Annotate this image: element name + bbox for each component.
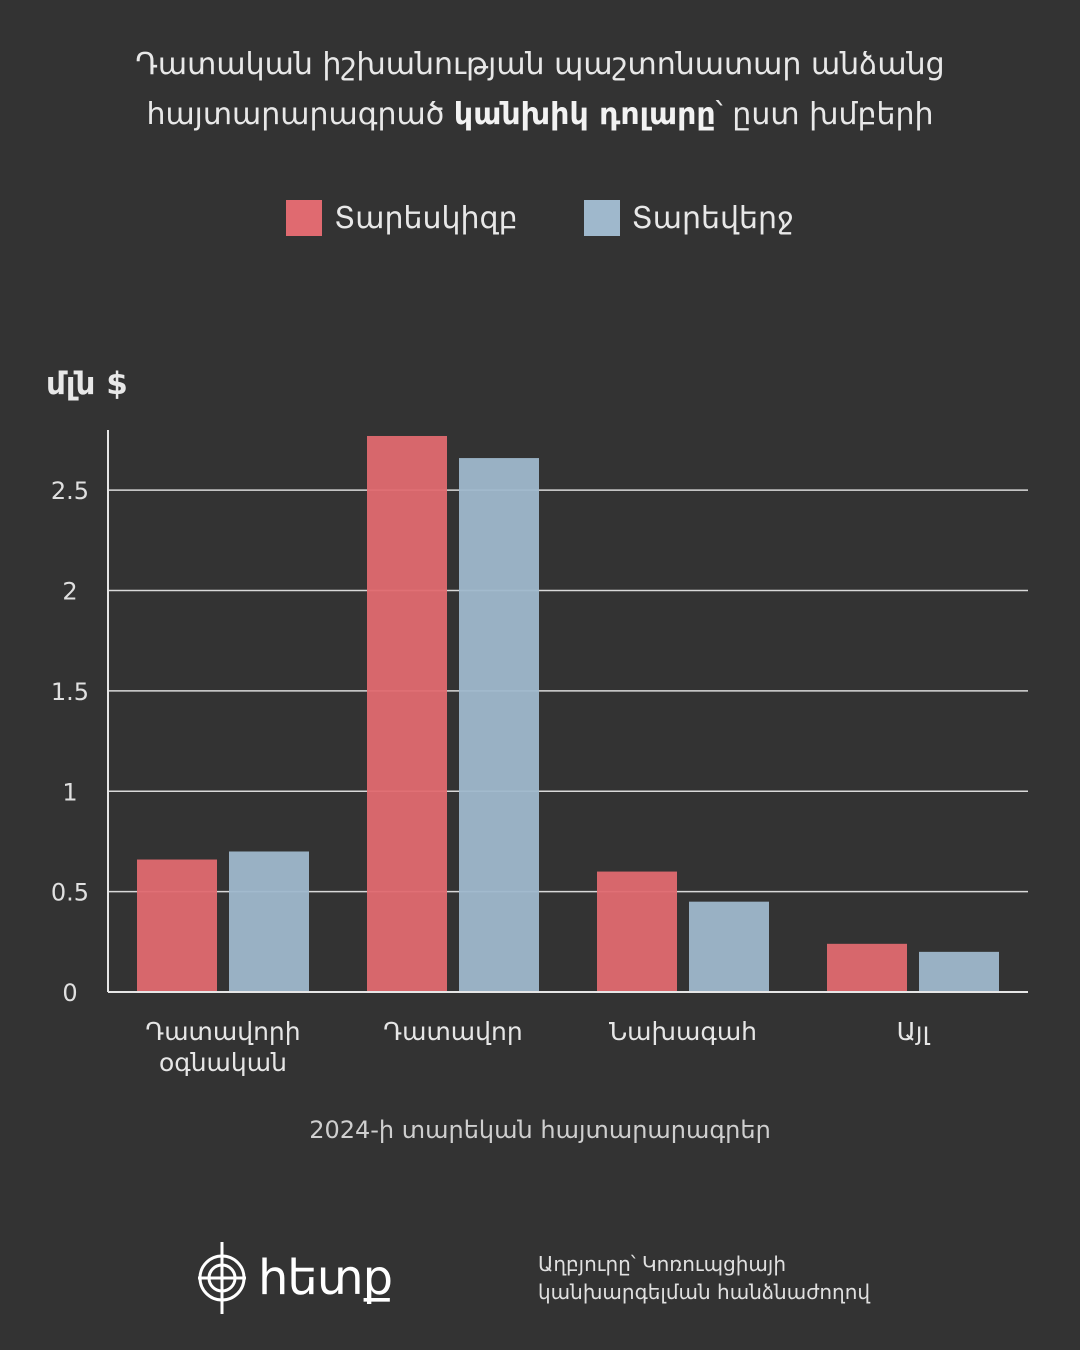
legend-item-start: Տարեսկիզբ [286,200,518,236]
chart-title: Դատական իշխանության պաշտոնատար անձանց հա… [60,40,1020,140]
bar-0-0 [137,859,217,992]
bar-0-2 [597,871,677,992]
x-tick-label-3-0: Այլ [897,1017,931,1046]
hetq-logo: հետք [196,1238,393,1318]
y-axis-unit: մլն $ [46,366,128,402]
y-tick-label-1: 0.5 [51,879,89,907]
legend-label-end: Տարեվերջ [631,200,794,236]
y-tick-label-3: 1.5 [51,678,89,706]
legend-label-start: Տարեսկիզբ [334,200,518,236]
legend-swatch-start [286,200,323,236]
hetq-logo-text: հետք [258,1250,393,1306]
y-tick-label-4: 2 [62,578,77,606]
title-line-2-post: ՝ ըստ խմբերի [715,97,934,132]
bar-0-1 [367,435,447,992]
source-line-1: Աղբյուրը՝ Կոռուպցիայի [538,1252,787,1276]
title-line-2-bold: կանխիկ դոլարը [453,97,716,132]
legend-item-end: Տարեվերջ [583,200,794,236]
chart-caption: 2024-ի տարեկան հայտարարագրեր [309,1116,771,1144]
y-tick-label-5: 2.5 [51,477,89,505]
x-tick-label-2-0: Նախագահ [609,1017,757,1046]
bar-1-1 [459,458,539,993]
x-tick-label-0-0: Դատավորի [145,1017,300,1046]
title-line-1: Դատական իշխանության պաշտոնատար անձանց [135,47,945,82]
x-tick-label-0-1: օգնական [159,1048,287,1077]
legend-swatch-end [583,200,620,236]
y-tick-label-0: 0 [62,979,77,1007]
title-line-2-pre: հայտարարագրած [146,97,454,132]
title-line-2: հայտարարագրած կանխիկ դոլարը՝ ըստ խմբերի [60,90,1020,140]
x-tick-label-1-0: Դատավոր [383,1017,522,1046]
legend: Տարեսկիզբ Տարեվերջ [0,200,1080,236]
hetq-logo-icon [198,1242,246,1314]
source-line-2: կանխարգելման հանձնաժողով [538,1280,871,1304]
y-tick-label-2: 1 [62,778,77,806]
bar-0-3 [827,943,907,992]
bar-1-2 [689,901,769,992]
bar-1-3 [919,951,999,992]
source-note: Աղբյուրը՝ Կոռուպցիայի կանխարգելման հանձն… [538,1250,870,1306]
bar-1-0 [229,851,309,992]
